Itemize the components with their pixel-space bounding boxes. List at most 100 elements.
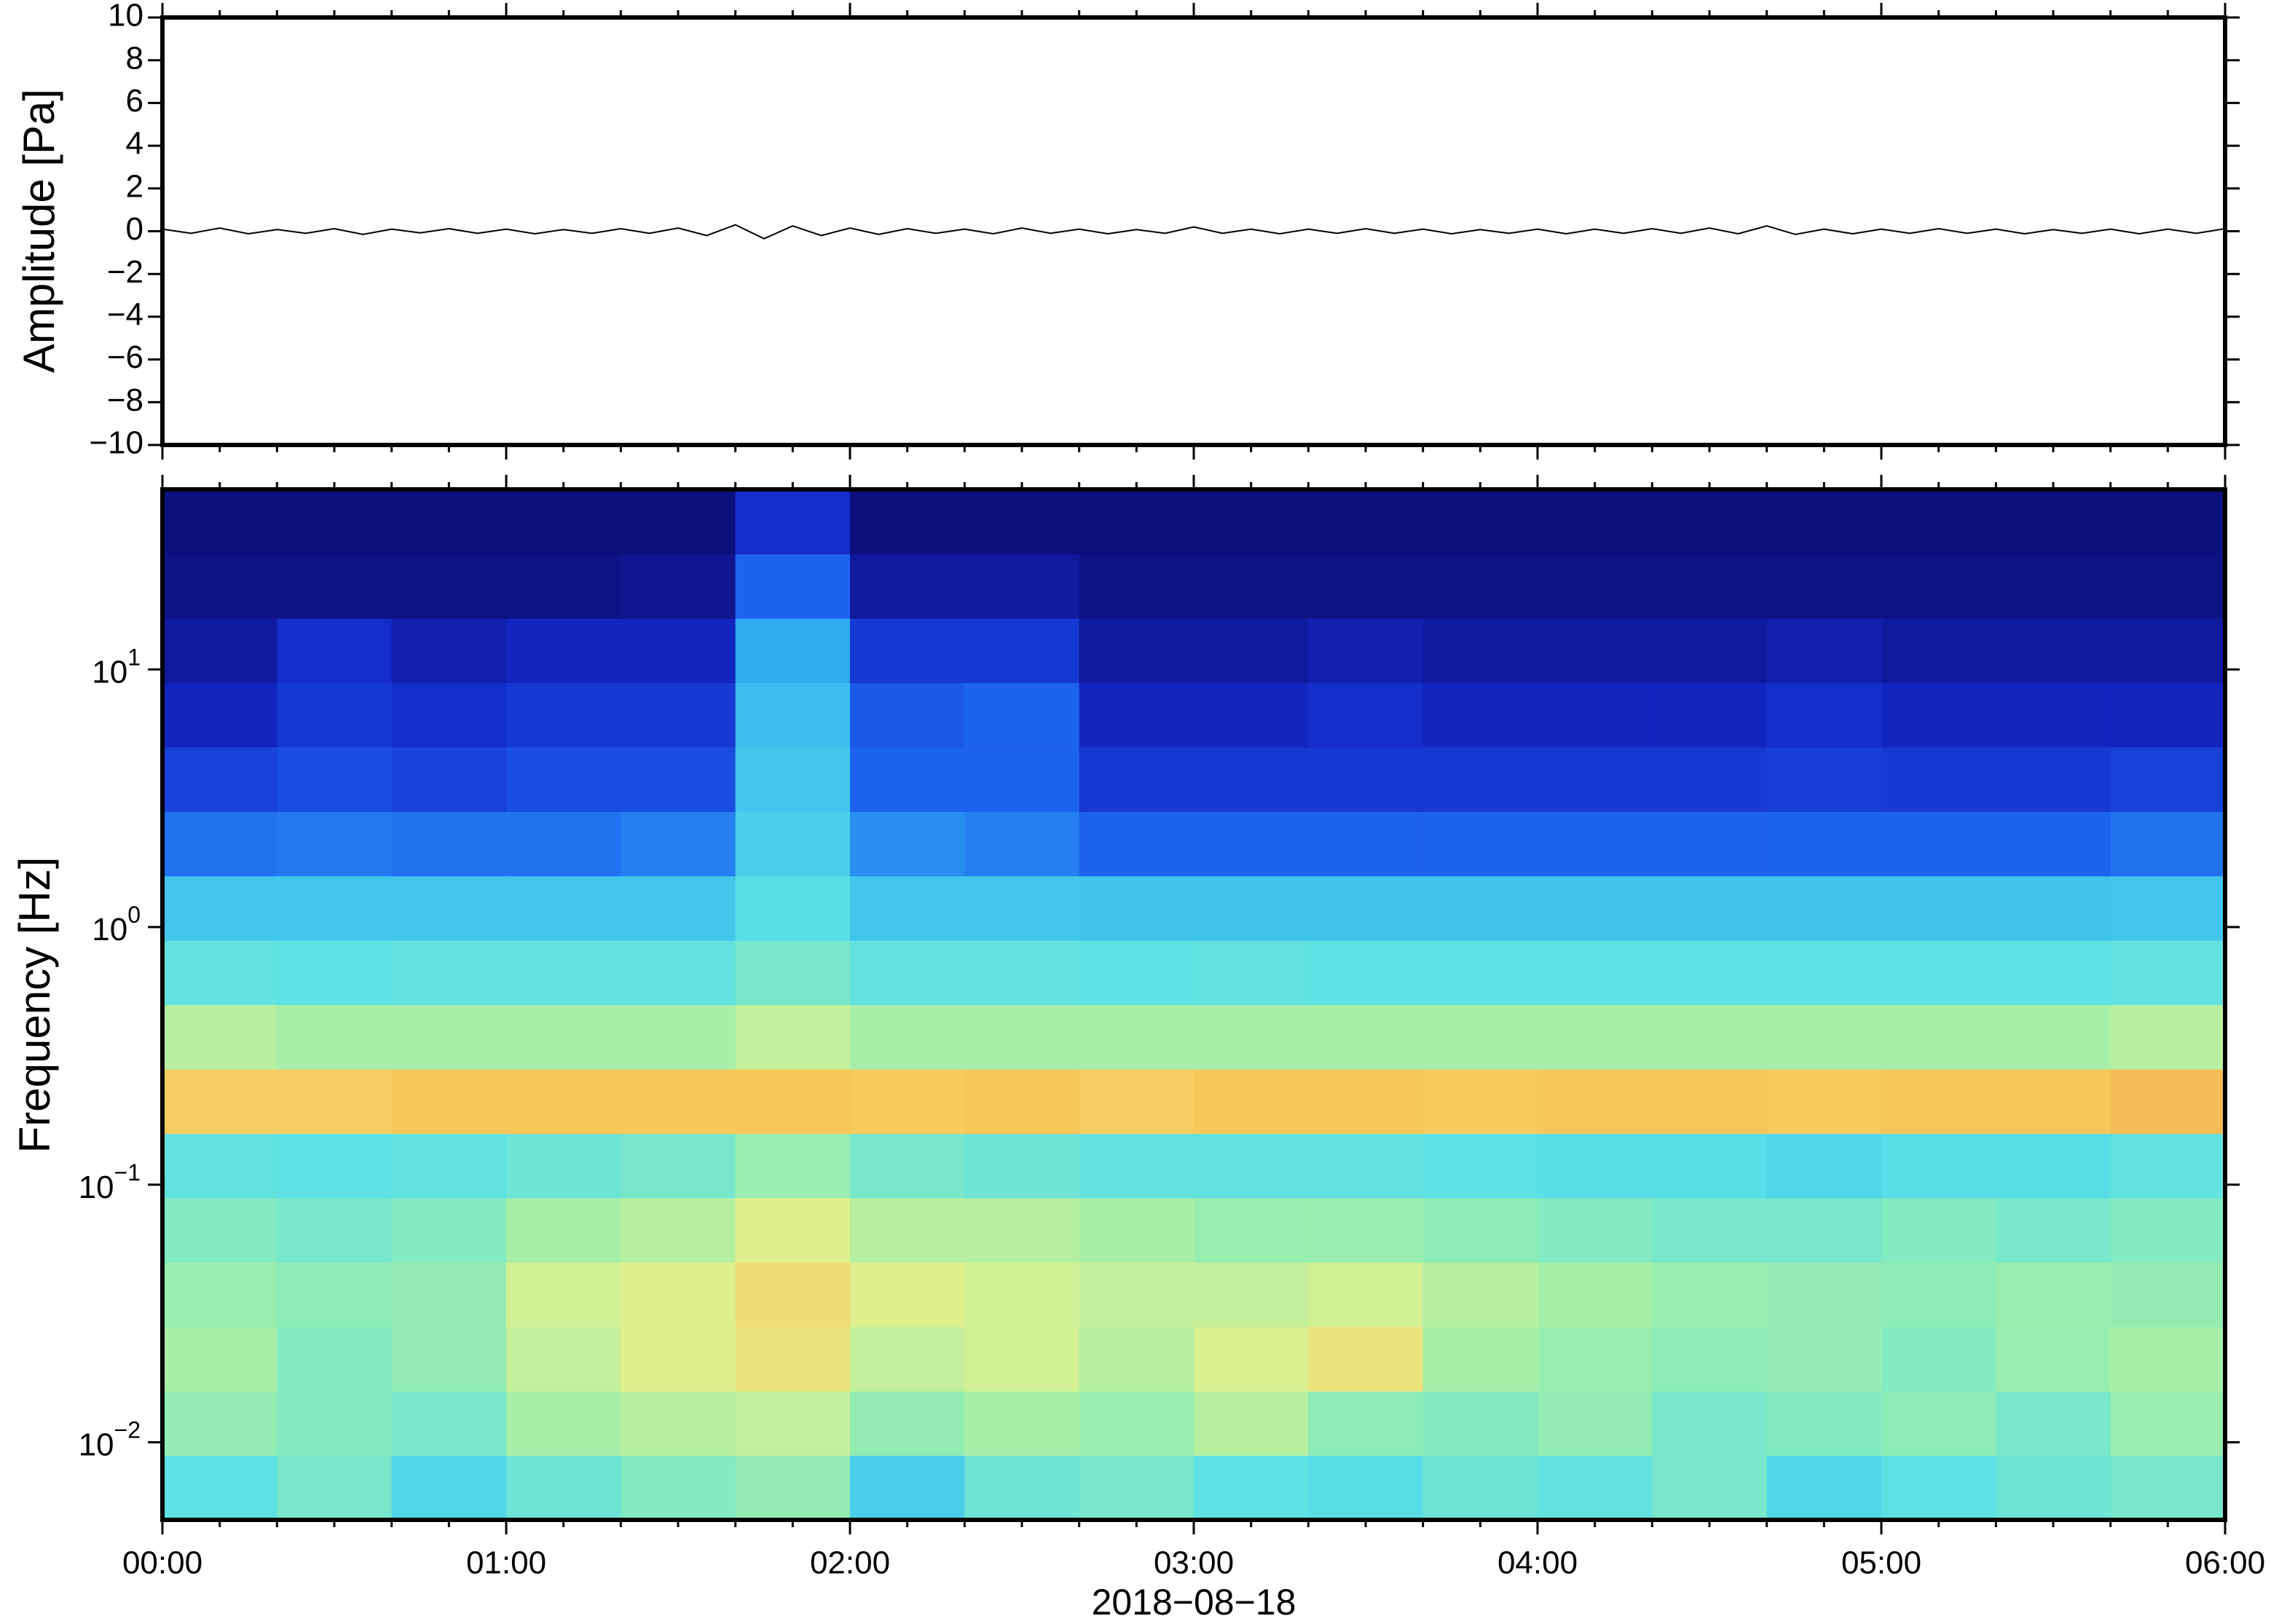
spectrogram-cell xyxy=(735,1133,851,1199)
spectrogram-cell xyxy=(1194,1197,1309,1263)
spectrogram-cell xyxy=(1194,875,1309,941)
spectrogram-cell xyxy=(1996,1326,2111,1392)
y-tick-exponent: −2 xyxy=(114,1417,141,1443)
spectrogram-cell xyxy=(964,1197,1080,1263)
spectrogram-cell xyxy=(1422,682,1538,748)
spectrogram-cell xyxy=(964,553,1080,619)
spectrogram-cell xyxy=(2110,1262,2226,1328)
spectrogram-cell xyxy=(506,1004,621,1070)
spectrogram-cell xyxy=(1422,1069,1538,1135)
spectrogram-cell xyxy=(1079,1455,1194,1521)
spectrogram-cell xyxy=(277,1069,393,1135)
spectrogram-cell xyxy=(1194,1326,1309,1392)
spectrogram-cell xyxy=(1652,489,1768,555)
spectrogram-cell xyxy=(850,1455,965,1521)
spectrogram-cell xyxy=(1766,489,1882,555)
y-axis-title: Frequency [Hz] xyxy=(10,857,59,1154)
spectrogram-cell xyxy=(621,553,736,619)
spectrogram-cell xyxy=(277,618,393,683)
spectrogram-cell xyxy=(1881,553,1996,619)
waveform xyxy=(162,224,2226,240)
spectrogram-cell xyxy=(621,1326,736,1392)
spectrogram-cell xyxy=(735,875,851,941)
y-tick-base: 10 xyxy=(92,654,127,690)
y-tick-label: −8 xyxy=(107,382,143,418)
spectrogram-cell xyxy=(1996,811,2111,877)
spectrogram-cell xyxy=(162,489,278,555)
spectrogram-cell xyxy=(2110,940,2226,1006)
spectrogram-cell xyxy=(735,1326,851,1392)
spectrogram-cell xyxy=(1079,1197,1194,1263)
spectrogram-cell xyxy=(277,746,393,812)
spectrogram-cell xyxy=(1308,1326,1424,1392)
spectrogram-cell xyxy=(1881,1262,1996,1328)
spectrogram-cell xyxy=(391,1455,507,1521)
spectrogram-cell xyxy=(1652,1455,1768,1521)
spectrogram-cell xyxy=(1996,1197,2111,1263)
spectrogram-cell xyxy=(1538,811,1653,877)
x-tick-label: 04:00 xyxy=(1497,1545,1578,1581)
spectrogram-cell xyxy=(735,1069,851,1135)
spectrogram-cell xyxy=(1422,1326,1538,1392)
spectrogram-cell xyxy=(1996,875,2111,941)
spectrogram-cell xyxy=(506,1197,621,1263)
spectrogram-cell xyxy=(621,746,736,812)
y-tick-label: 0 xyxy=(126,211,143,247)
x-tick-label: 06:00 xyxy=(2185,1545,2265,1581)
y-tick-exponent: 1 xyxy=(127,645,141,671)
spectrogram-cell xyxy=(1194,1133,1309,1199)
spectrogram-cell xyxy=(2110,682,2226,748)
spectrogram-cell xyxy=(964,746,1080,812)
spectrogram-cell xyxy=(1194,682,1309,748)
spectrogram-cell xyxy=(1766,1004,1882,1070)
spectrogram-cell xyxy=(1308,1133,1424,1199)
spectrogram-cell xyxy=(1652,1069,1768,1135)
spectrogram-cell xyxy=(621,682,736,748)
spectrogram-cell xyxy=(1538,940,1653,1006)
spectrogram-cell xyxy=(2110,618,2226,683)
spectrogram-cell xyxy=(506,1326,621,1392)
spectrogram-cell xyxy=(850,1004,965,1070)
spectrogram-cell xyxy=(162,1069,278,1135)
spectrogram-cell xyxy=(277,1455,393,1521)
spectrogram-cell xyxy=(1881,682,1996,748)
spectrogram-cell xyxy=(1538,1455,1653,1521)
spectrogram-cell xyxy=(277,875,393,941)
spectrogram-cell xyxy=(277,1391,393,1457)
spectrogram-cell xyxy=(391,682,507,748)
spectrogram-cell xyxy=(2110,1197,2226,1263)
spectrogram-cell xyxy=(850,1069,965,1135)
spectrogram-cell xyxy=(162,811,278,877)
spectrogram-cell xyxy=(850,1391,965,1457)
spectrogram-cell xyxy=(964,1391,1080,1457)
spectrogram-cell xyxy=(850,682,965,748)
spectrogram-cell xyxy=(1881,1326,1996,1392)
spectrogram-cell xyxy=(391,489,507,555)
spectrogram-cell xyxy=(277,1004,393,1070)
spectrogram-cell xyxy=(1538,746,1653,812)
spectrogram-cell xyxy=(1194,746,1309,812)
spectrogram-cell xyxy=(1422,1391,1538,1457)
spectrogram-cell xyxy=(277,1262,393,1328)
spectrogram-cell xyxy=(1308,682,1424,748)
spectrogram-cell xyxy=(277,553,393,619)
spectrogram-cell xyxy=(1194,1004,1309,1070)
spectrogram-cell xyxy=(1996,682,2111,748)
spectrogram-cell xyxy=(1652,940,1768,1006)
spectrogram-cell xyxy=(277,1326,393,1392)
spectrogram-cell xyxy=(162,875,278,941)
spectrogram-cell xyxy=(1766,1455,1882,1521)
spectrogram-cell xyxy=(506,875,621,941)
spectrogram-cell xyxy=(1766,1391,1882,1457)
spectrogram-cell xyxy=(1422,553,1538,619)
spectrogram-cell xyxy=(1079,682,1194,748)
spectrogram-cell xyxy=(621,489,736,555)
spectrogram-cell xyxy=(1422,489,1538,555)
spectrogram-cell xyxy=(1079,940,1194,1006)
spectrogram-cell xyxy=(964,1455,1080,1521)
spectrogram-cell xyxy=(2110,553,2226,619)
spectrogram-cell xyxy=(1308,1004,1424,1070)
spectrogram-cell xyxy=(735,1262,851,1328)
spectrogram-cell xyxy=(1538,1391,1653,1457)
spectrogram-cell xyxy=(621,811,736,877)
